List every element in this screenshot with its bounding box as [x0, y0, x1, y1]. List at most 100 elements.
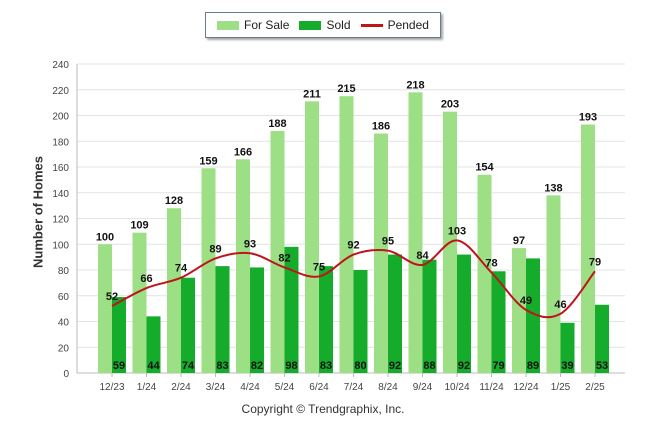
- data-label-sold: 88: [423, 360, 435, 372]
- data-label-for-sale: 211: [303, 88, 321, 100]
- data-label-pended: 95: [382, 236, 394, 248]
- bar-for-sale: [201, 168, 216, 373]
- bar-for-sale: [512, 248, 526, 373]
- bar-sold: [112, 297, 126, 373]
- bar-for-sale: [374, 133, 388, 373]
- y-tick-label: 0: [63, 369, 69, 380]
- data-label-for-sale: 166: [234, 146, 252, 158]
- bar-for-sale: [236, 159, 250, 373]
- y-tick-label: 40: [58, 318, 70, 329]
- legend-swatch-pended: [360, 23, 383, 27]
- y-tick-label: 200: [52, 112, 69, 123]
- x-tick-label: 12/23: [99, 382, 124, 393]
- legend: For Sale Sold Pended: [205, 12, 441, 38]
- data-label-for-sale: 154: [475, 162, 494, 174]
- legend-item-sold[interactable]: Sold: [299, 18, 351, 32]
- x-tick-label: 2/25: [585, 382, 605, 393]
- bar-sold: [353, 270, 368, 373]
- bar-for-sale: [270, 130, 285, 373]
- data-label-pended: 75: [313, 261, 325, 273]
- bar-for-sale: [132, 232, 147, 373]
- data-label-for-sale: 128: [165, 195, 183, 207]
- bar-sold: [181, 277, 195, 373]
- copyright-text: Copyright © Trendgraphix, Inc.: [241, 402, 405, 416]
- x-tick-label: 6/24: [309, 382, 329, 393]
- x-tick-label: 11/24: [479, 382, 504, 393]
- y-tick-label: 180: [52, 137, 69, 148]
- y-tick-label: 160: [52, 163, 69, 174]
- data-label-sold: 83: [320, 360, 332, 372]
- data-label-for-sale: 159: [199, 155, 217, 167]
- y-tick-label: 100: [52, 240, 69, 251]
- data-label-sold: 80: [354, 360, 366, 372]
- data-label-for-sale: 138: [544, 182, 562, 194]
- data-label-sold: 82: [251, 360, 263, 372]
- y-tick-label: 220: [52, 86, 69, 97]
- data-label-sold: 74: [182, 360, 195, 372]
- bar-for-sale: [167, 208, 181, 373]
- bar-sold: [491, 271, 506, 373]
- data-label-pended: 93: [244, 238, 256, 250]
- data-label-sold: 79: [492, 360, 504, 372]
- data-label-pended: 74: [175, 263, 188, 275]
- data-label-pended: 84: [416, 250, 429, 262]
- bar-sold: [457, 254, 471, 373]
- legend-item-pended[interactable]: Pended: [360, 18, 429, 32]
- x-tick-label: 12/24: [513, 382, 538, 393]
- bar-sold: [388, 254, 402, 373]
- data-label-sold: 83: [216, 360, 228, 372]
- bar-for-sale: [98, 244, 112, 373]
- y-tick-label: 60: [58, 292, 70, 303]
- x-tick-label: 5/24: [275, 382, 295, 393]
- bar-sold: [560, 322, 575, 373]
- bar-sold: [422, 259, 437, 373]
- x-tick-label: 1/24: [137, 382, 157, 393]
- bar-sold: [526, 258, 540, 373]
- x-tick-label: 9/24: [413, 382, 433, 393]
- data-label-pended: 79: [589, 256, 601, 268]
- data-label-sold: 98: [285, 360, 297, 372]
- x-tick-label: 7/24: [344, 382, 364, 393]
- legend-item-for-sale[interactable]: For Sale: [217, 18, 289, 32]
- bar-sold: [146, 316, 161, 373]
- data-label-pended: 49: [520, 295, 532, 307]
- bar-for-sale: [581, 124, 595, 373]
- legend-label-sold: Sold: [326, 18, 351, 32]
- bar-sold: [319, 266, 333, 373]
- bar-sold: [284, 246, 299, 373]
- data-label-for-sale: 109: [130, 220, 148, 232]
- data-label-for-sale: 215: [337, 83, 355, 95]
- legend-label-pended: Pended: [387, 18, 429, 32]
- x-tick-label: 8/24: [378, 382, 398, 393]
- y-tick-label: 140: [52, 189, 69, 200]
- legend-swatch-for-sale: [217, 20, 240, 30]
- data-label-sold: 44: [147, 360, 160, 372]
- data-label-pended: 46: [554, 299, 566, 311]
- bar-sold: [215, 266, 230, 373]
- legend-swatch-sold: [299, 20, 322, 30]
- data-label-sold: 92: [458, 360, 470, 372]
- x-tick-label: 10/24: [444, 382, 469, 393]
- data-label-sold: 53: [596, 360, 608, 372]
- bar-for-sale: [477, 174, 492, 373]
- x-tick-label: 2/24: [171, 382, 191, 393]
- line-pended: [111, 239, 596, 319]
- legend-label-for-sale: For Sale: [244, 18, 290, 32]
- data-label-for-sale: 188: [268, 118, 286, 130]
- bar-for-sale: [305, 101, 319, 374]
- data-label-pended: 78: [485, 258, 497, 270]
- data-label-sold: 59: [113, 360, 125, 372]
- y-tick-label: 20: [58, 343, 70, 354]
- data-label-for-sale: 193: [579, 112, 597, 124]
- bar-sold: [250, 267, 264, 373]
- bar-for-sale: [546, 195, 561, 373]
- data-label-pended: 89: [209, 243, 221, 255]
- data-label-for-sale: 97: [513, 235, 525, 247]
- data-label-pended: 52: [106, 291, 118, 303]
- data-label-for-sale: 218: [406, 79, 424, 91]
- x-tick-label: 4/24: [240, 382, 260, 393]
- y-tick-label: 120: [52, 215, 69, 226]
- x-tick-label: 1/25: [551, 382, 571, 393]
- data-label-sold: 39: [561, 360, 573, 372]
- y-tick-label: 80: [58, 266, 70, 277]
